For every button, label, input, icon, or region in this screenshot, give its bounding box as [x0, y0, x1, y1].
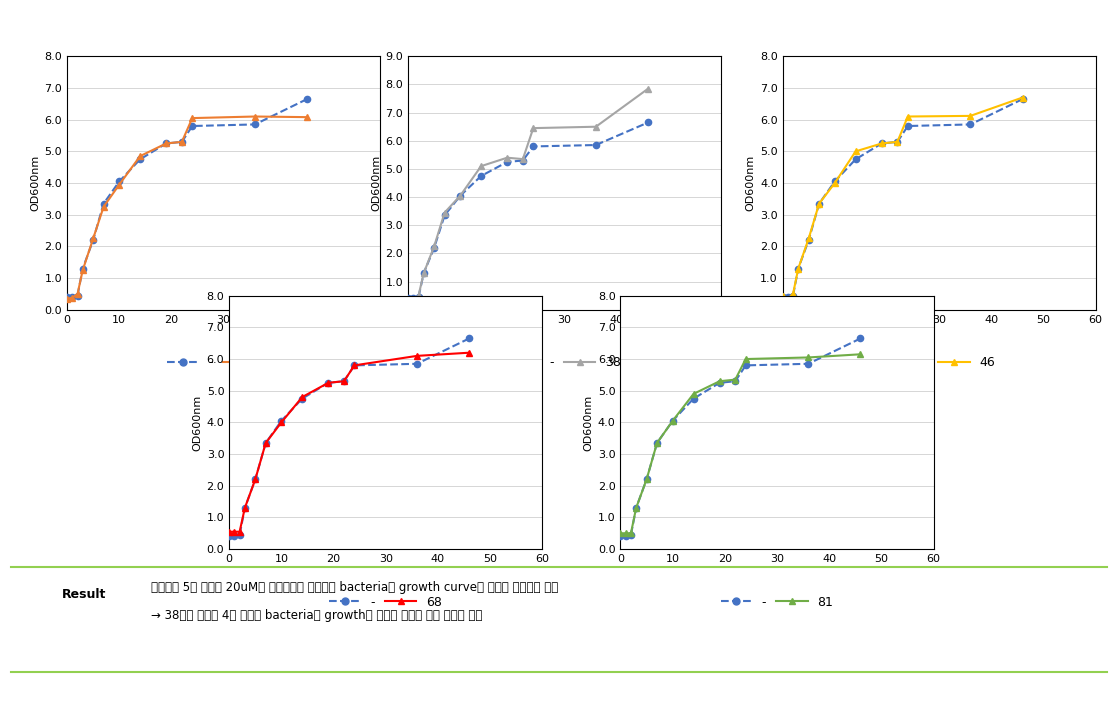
Y-axis label: OD600nm: OD600nm — [192, 394, 202, 451]
Y-axis label: OD600nm: OD600nm — [30, 155, 40, 211]
Legend: -, 68: -, 68 — [324, 591, 447, 614]
Text: 성분은행 5개 시료를 20uM의 단일농도로 처리하여 bacteria의 growth curve에 영향을 미치는지 확인: 성분은행 5개 시료를 20uM의 단일농도로 처리하여 bacteria의 g… — [151, 581, 558, 593]
Legend: -, 38: -, 38 — [503, 351, 626, 375]
Text: Result: Result — [61, 589, 106, 601]
Legend: -, 46: -, 46 — [878, 351, 1001, 375]
Y-axis label: OD600nm: OD600nm — [746, 155, 756, 211]
Y-axis label: OD600nm: OD600nm — [371, 155, 381, 211]
Legend: -, 14: -, 14 — [162, 351, 285, 375]
Legend: -, 81: -, 81 — [716, 591, 838, 614]
Y-axis label: OD600nm: OD600nm — [584, 394, 594, 451]
Text: → 38번을 제외한 4개 시료는 bacteria의 growth에 영향을 미치지 않는 것으로 판단: → 38번을 제외한 4개 시료는 bacteria의 growth에 영향을 … — [151, 609, 482, 622]
